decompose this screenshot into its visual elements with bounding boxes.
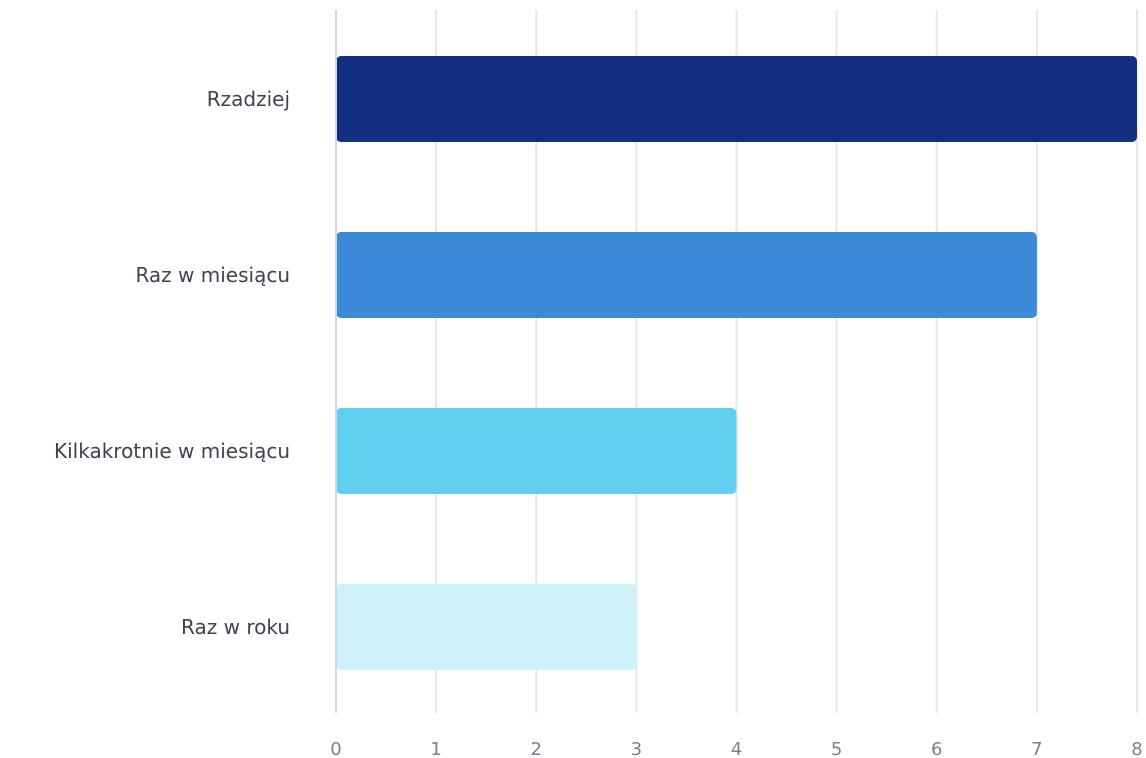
bar-1[interactable] xyxy=(336,56,1137,142)
x-tick-label-3: 3 xyxy=(631,739,642,758)
category-label-2: Raz w miesiącu xyxy=(135,263,290,287)
category-label-4: Raz w roku xyxy=(181,615,290,639)
x-tick-label-4: 4 xyxy=(731,739,742,758)
bar-3[interactable] xyxy=(336,408,737,494)
bar-4[interactable] xyxy=(336,584,637,670)
x-tick-label-6: 6 xyxy=(931,739,942,758)
x-tick-label-0: 0 xyxy=(330,739,341,758)
x-tick-label-5: 5 xyxy=(831,739,842,758)
x-tick-label-7: 7 xyxy=(1031,739,1042,758)
bar-layer xyxy=(336,56,1137,670)
x-tick-label-8: 8 xyxy=(1131,739,1142,758)
label-layer: 0 1 2 3 4 5 6 7 8 Rzadziej Raz w miesiącu Kilkakrot… xyxy=(54,87,1143,758)
x-tick-label-2: 2 xyxy=(531,739,542,758)
x-tick-label-1: 1 xyxy=(430,739,441,758)
category-label-1: Rzadziej xyxy=(207,87,290,111)
category-label-3: Kilkakrotnie w miesiącu xyxy=(54,439,290,463)
bar-2[interactable] xyxy=(336,232,1037,318)
